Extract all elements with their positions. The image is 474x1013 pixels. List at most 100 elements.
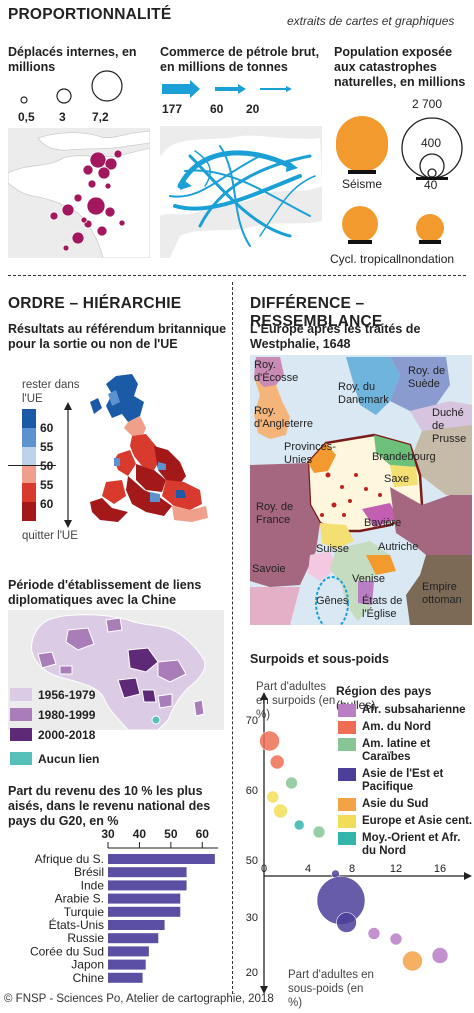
referendum-scale-50: 50	[40, 459, 54, 473]
scatter-x-tick: 4	[305, 863, 311, 875]
scatter-bubble	[269, 754, 285, 770]
chine-legend-swatch-4	[10, 752, 32, 765]
surpoids-legend-item: Am. latine et Caraïbes	[338, 738, 474, 764]
surpoids-legend-label: Afr. subsaharienne	[362, 704, 466, 716]
referendum-label-quitter: quitter l'UE	[22, 530, 78, 542]
deplaces-value-large: 7,2	[92, 110, 109, 124]
population-title: Population exposée aux catastrophes natu…	[334, 45, 466, 89]
scatter-y-tick: 20	[246, 967, 258, 979]
scatter-x-tick: 8	[349, 863, 355, 875]
scatter-bubble	[312, 825, 326, 839]
scatter-bubble	[389, 932, 403, 946]
revenu-title: Part du revenu des 10 % les plus aisés, …	[8, 784, 211, 828]
surpoids-legend-item: Europe et Asie cent.	[338, 815, 474, 828]
scatter-y-arrow-down	[260, 986, 268, 994]
revenu-bar	[108, 880, 187, 891]
revenu-bar	[108, 867, 187, 878]
surpoids-legend-swatch	[338, 815, 356, 828]
revenu-tick-50: 50	[164, 828, 178, 841]
revenu-category-label: Brésil	[74, 865, 104, 879]
revenu-category-label: Inde	[81, 878, 105, 892]
surpoids-legend-label: Europe et Asie cent.	[362, 815, 473, 827]
section-title-difference: DIFFÉRENCE – RESSEMBLANCE	[250, 295, 383, 330]
scatter-bubble	[293, 819, 305, 831]
population-legend-min: 40	[424, 178, 438, 192]
revenu-bar	[108, 854, 215, 864]
scatter-bubble	[367, 927, 381, 940]
uk-referendum-map	[90, 374, 208, 522]
revenu-category-label: Corée du Sud	[30, 944, 104, 958]
scatter-bubble	[273, 803, 288, 819]
revenu-bar	[108, 906, 181, 917]
surpoids-title: Surpoids et sous-poids	[250, 652, 389, 666]
population-legend-mid: 400	[421, 136, 442, 150]
chine-legend-swatch-1	[10, 688, 32, 701]
surpoids-legend-item: Afr. subsaharienne	[338, 704, 474, 717]
scatter-bubble	[259, 730, 280, 752]
section-divider-horizontal	[8, 275, 466, 276]
scatter-bubble	[336, 912, 357, 933]
revenu-category-label: Afrique du S.	[35, 852, 104, 866]
petrole-value-small: 20	[246, 102, 260, 116]
chine-title: Période d'établissement de liens diploma…	[8, 578, 202, 607]
revenu-category-label: Arabie S.	[55, 892, 104, 906]
population-label-cyclone: Cycl. tropical	[330, 252, 399, 266]
surpoids-legend-title: Région des pays	[336, 684, 432, 698]
revenu-tick-60: 60	[196, 828, 210, 841]
population-circles	[336, 116, 463, 244]
section-subtitle: extraits de cartes et graphiques	[287, 14, 455, 28]
surpoids-legend-swatch	[338, 768, 356, 781]
surpoids-legend-label: Asie du Sud	[362, 798, 429, 810]
petrole-value-mid: 60	[210, 102, 224, 116]
referendum-midline	[8, 465, 56, 466]
scatter-bubble	[431, 947, 449, 964]
footer-credit: © FNSP - Sciences Po, Atelier de cartogr…	[4, 993, 274, 1005]
section-title-proportionnalite: PROPORTIONNALITÉ	[8, 6, 172, 23]
surpoids-legend-item: Moy.-Orient et Afr. du Nord	[338, 832, 474, 858]
revenu-tick-40: 40	[133, 828, 147, 841]
africa-diplomatic-map	[8, 610, 224, 730]
scatter-bubble	[402, 950, 423, 972]
surpoids-legend-label: Asie de l'Est et Pacifique	[362, 768, 444, 793]
deplaces-value-mid: 3	[59, 110, 66, 124]
revenu-category-label: États-Unis	[49, 917, 104, 932]
scatter-x-tick: 12	[390, 863, 402, 875]
revenu-category-label: Turquie	[64, 905, 105, 919]
scatter-bubble	[266, 790, 280, 804]
referendum-scale-60-top: 60	[40, 421, 54, 435]
population-legend-max: 2 700	[412, 97, 443, 111]
referendum-label-rester: rester dans l'UE	[22, 379, 80, 405]
chine-legend-swatch-3	[10, 728, 32, 741]
scatter-x-tick: 0	[261, 863, 267, 875]
referendum-title: Résultats au référendum britannique pour…	[8, 322, 227, 351]
surpoids-legend-item: Asie du Sud	[338, 798, 474, 811]
surpoids-legend-label: Moy.-Orient et Afr. du Nord	[362, 832, 461, 857]
petrole-title: Commerce de pétrole brut, en millions de…	[160, 45, 320, 74]
surpoids-legend-swatch	[338, 738, 356, 751]
revenu-tick-30: 30	[101, 828, 115, 841]
surpoids-legend-label: Am. du Nord	[362, 721, 431, 733]
referendum-scale-55-bottom: 55	[40, 478, 54, 492]
revenu-bar	[108, 933, 159, 944]
chine-legend-label-2: 1980-1999	[38, 708, 96, 722]
chine-legend-label-1: 1956-1979	[38, 688, 96, 702]
deplaces-value-small: 0,5	[18, 110, 35, 124]
revenu-category-label: Chine	[73, 971, 105, 985]
westphalie-map	[250, 355, 472, 625]
surpoids-x-label: Part d'adultes en sous-poids (en %)	[288, 969, 374, 1009]
scatter-bubble	[285, 776, 298, 790]
deplaces-circle-legend	[20, 70, 123, 104]
scatter-y-tick: 30	[246, 912, 258, 924]
revenu-category-label: Russie	[67, 931, 104, 945]
scatter-x-arrow	[464, 872, 472, 880]
revenu-bar	[108, 920, 165, 930]
revenu-category-label: Japon	[71, 958, 104, 972]
surpoids-legend-label: Am. latine et Caraïbes	[362, 738, 431, 763]
referendum-scale-60-bottom: 60	[40, 497, 54, 511]
surpoids-legend-swatch	[338, 832, 356, 845]
scatter-y-tick: 60	[246, 785, 258, 797]
revenu-bar	[108, 893, 181, 904]
surpoids-legend-swatch	[338, 798, 356, 811]
petrole-flow-map	[160, 126, 322, 258]
